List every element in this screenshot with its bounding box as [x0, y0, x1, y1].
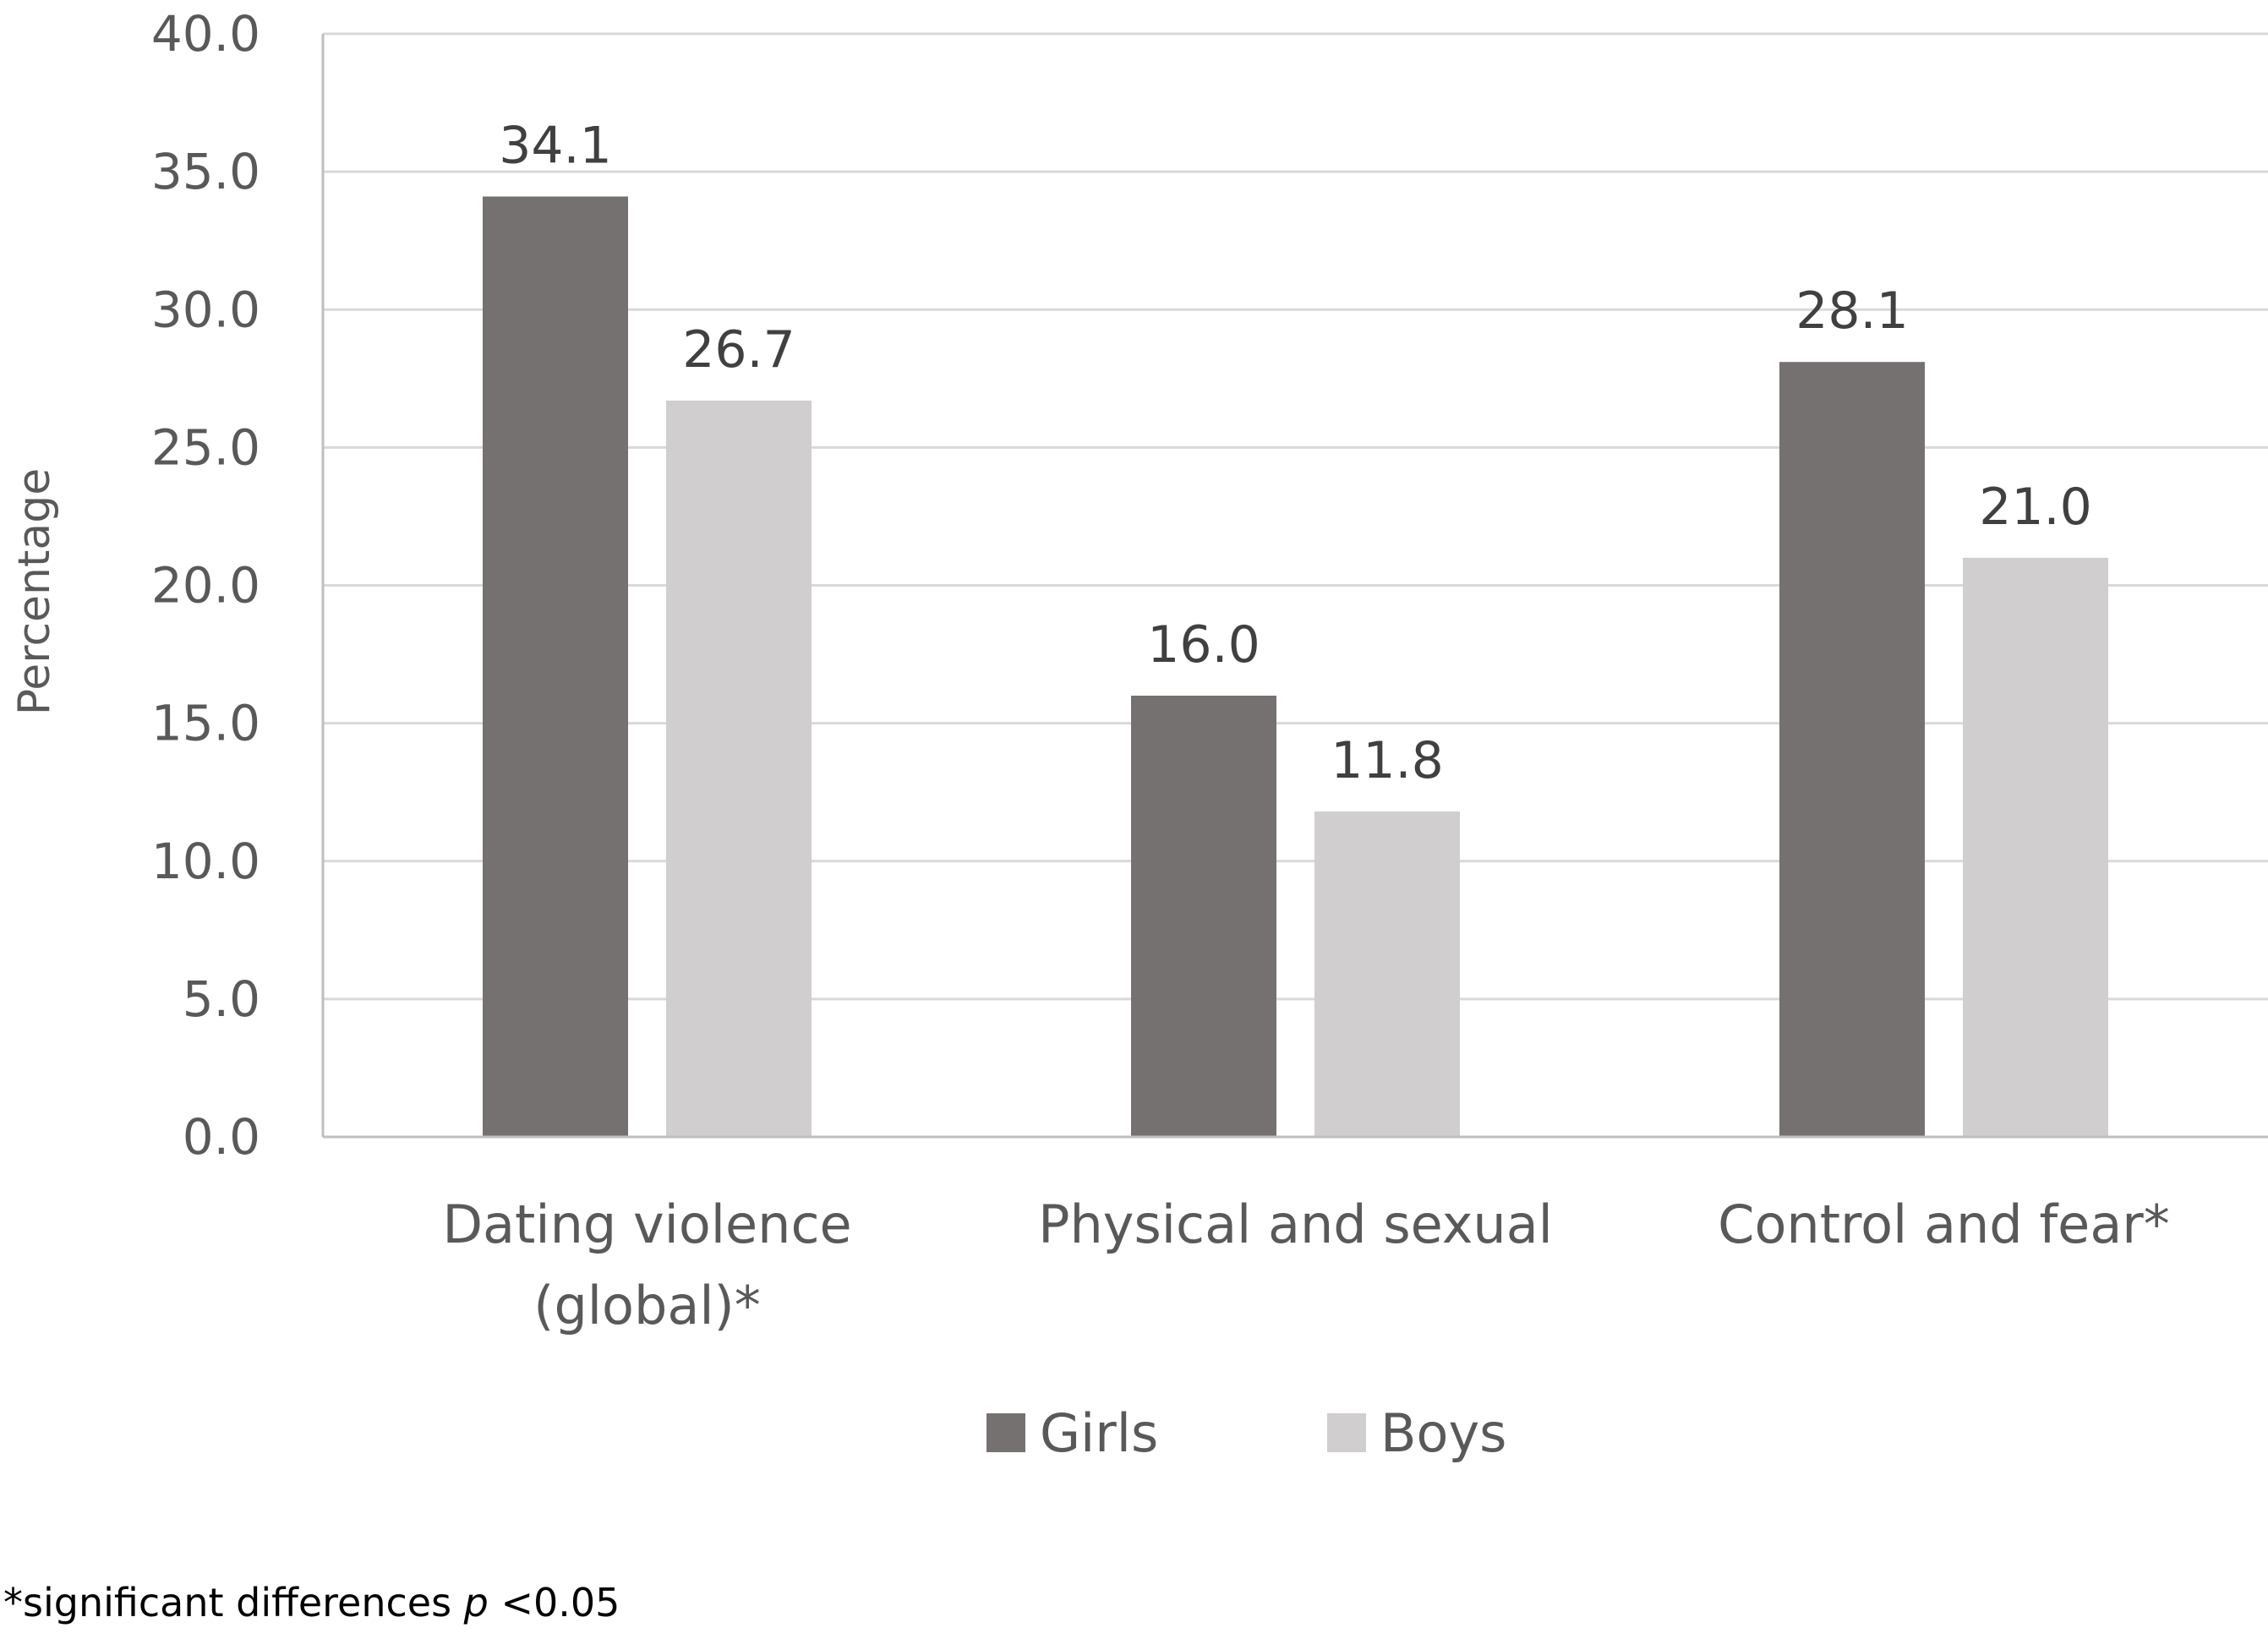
y-tick-label: 30.0 — [151, 281, 260, 338]
legend: Girls Boys — [986, 1402, 1506, 1464]
footnote-suffix: <0.05 — [489, 1580, 620, 1625]
data-label: 21.0 — [1979, 478, 2092, 537]
x-category-label: Control and fear* — [1718, 1194, 2170, 1255]
bar-boys — [666, 400, 812, 1138]
y-tick-label: 15.0 — [151, 695, 260, 752]
y-axis-ticks: 0.0 5.0 10.0 15.0 20.0 25.0 30.0 35.0 40.0 — [151, 5, 260, 1166]
bar-boys — [1963, 557, 2108, 1137]
y-tick-label: 5.0 — [183, 970, 260, 1028]
y-tick-label: 25.0 — [151, 418, 260, 476]
bar-girls — [483, 196, 628, 1137]
data-label: 11.8 — [1331, 731, 1444, 790]
y-tick-label: 35.0 — [151, 143, 260, 200]
data-label: 28.1 — [1795, 281, 1909, 341]
legend-label-girls: Girls — [1040, 1402, 1158, 1464]
legend-swatch-girls — [986, 1413, 1025, 1452]
x-category-label: (global)* — [533, 1275, 760, 1336]
data-labels: 34.1 26.7 16.0 11.8 28.1 21.0 — [499, 116, 2092, 790]
x-category-label: Dating violence — [442, 1194, 851, 1255]
bar-boys — [1314, 811, 1460, 1137]
footnote-italic: p — [463, 1580, 489, 1625]
footnote-prefix: *significant differences — [3, 1580, 464, 1625]
y-tick-label: 0.0 — [183, 1108, 260, 1166]
y-tick-label: 20.0 — [151, 557, 260, 615]
bar-girls — [1779, 362, 1925, 1137]
legend-swatch-boys — [1327, 1413, 1366, 1452]
legend-label-boys: Boys — [1380, 1402, 1506, 1464]
bar-girls — [1131, 696, 1276, 1137]
footnote: *significant differences p <0.05 — [3, 1580, 620, 1625]
y-tick-label: 40.0 — [151, 5, 260, 63]
data-label: 34.1 — [499, 116, 612, 175]
axes — [321, 34, 2268, 1139]
data-label: 16.0 — [1147, 615, 1260, 675]
x-category-label: Physical and sexual — [1038, 1194, 1553, 1255]
gridlines — [323, 32, 2268, 1001]
x-axis-category-labels: Dating violence (global)* Physical and sex… — [442, 1194, 2170, 1336]
data-label: 26.7 — [682, 320, 795, 380]
y-axis-title: Percentage — [9, 468, 60, 716]
y-tick-label: 10.0 — [151, 833, 260, 890]
bars — [483, 196, 2108, 1138]
